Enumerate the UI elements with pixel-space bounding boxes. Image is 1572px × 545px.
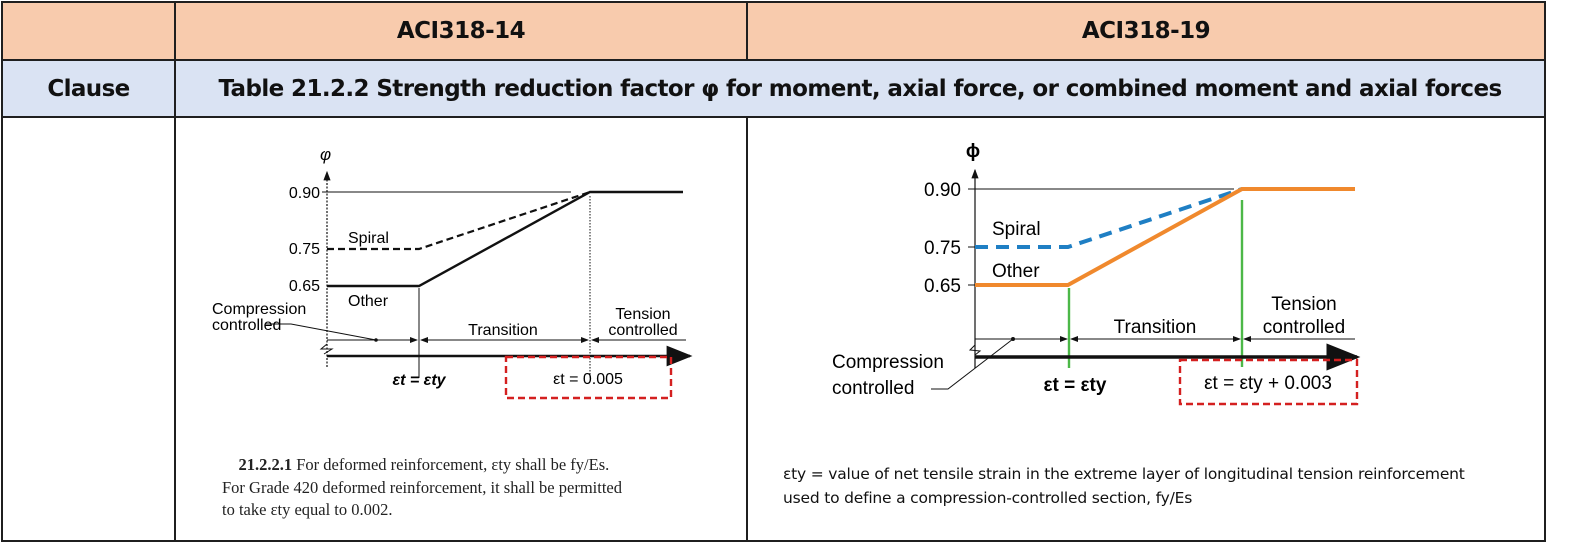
series-label-other: Other [992, 261, 1040, 282]
header-row: ACI318-14 ACI318-19 [1, 1, 1546, 61]
y-tick-075: 0.75 [924, 238, 961, 259]
header-aci318-14: ACI318-14 [174, 1, 748, 61]
zone-compression-line2: controlled [212, 317, 281, 334]
clause-label: Clause [47, 75, 130, 102]
comparison-table: ACI318-14 ACI318-19 Clause Table 21.2.2 … [1, 1, 1546, 542]
y-tick-090: 0.90 [924, 180, 961, 201]
series-label-spiral: Spiral [348, 230, 389, 247]
aci318-14-note: 21.2.2.1 For deformed reinforcement, εty… [222, 455, 622, 519]
zone-transition: Transition [468, 322, 538, 339]
content-row: φ 0.90 0.75 0.65 Spiral Other [1, 116, 1546, 542]
highlight-box-005 [504, 355, 673, 400]
column-title-aci318-14: ACI318-14 [396, 18, 526, 44]
zone-compression-line1: Compression [832, 352, 944, 373]
aci318-14-phi-diagram: φ 0.90 0.75 0.65 Spiral Other [212, 145, 693, 400]
column-title-aci318-19: ACI318-19 [1081, 18, 1211, 44]
clause-title-cell: Table 21.2.2 Strength reduction factor φ… [174, 59, 1546, 118]
aci318-14-content-cell: φ 0.90 0.75 0.65 Spiral Other [174, 116, 748, 542]
zone-tension-line1: Tension [615, 306, 670, 323]
aci318-19-content-cell: ϕ 0.90 0.75 0.65 Spiral Other [746, 116, 1546, 542]
aci318-19-note: εty = value of net tensile strain in the… [783, 465, 1465, 507]
x-marker-epsilon-ty: εt = εty [1044, 375, 1107, 396]
clause-label-cell: Clause [1, 59, 176, 118]
y-tick-075: 0.75 [289, 241, 320, 258]
x-marker-ety-plus-0003: εt = εty + 0.003 [1204, 373, 1332, 394]
highlight-box-ety-plus-0003 [1178, 358, 1359, 406]
zone-compression-line2: controlled [832, 378, 914, 399]
y-tick-090: 0.90 [289, 185, 320, 202]
series-label-spiral: Spiral [992, 219, 1041, 240]
aci318-19-phi-diagram: ϕ 0.90 0.75 0.65 Spiral Other [832, 141, 1361, 406]
x-marker-0005: εt = 0.005 [553, 371, 623, 388]
y-tick-065: 0.65 [289, 278, 320, 295]
zone-tension-line1: Tension [1271, 294, 1337, 315]
header-empty-cell [1, 1, 176, 61]
clause-title: Table 21.2.2 Strength reduction factor φ… [218, 75, 1502, 102]
x-marker-epsilon-ty: εt = εty [392, 372, 446, 389]
y-tick-065: 0.65 [924, 276, 961, 297]
y-axis-label: φ [320, 145, 331, 164]
zone-tension-line2: controlled [608, 322, 677, 339]
header-aci318-19: ACI318-19 [746, 1, 1546, 61]
zone-transition: Transition [1114, 317, 1197, 338]
clause-row: Clause Table 21.2.2 Strength reduction f… [1, 59, 1546, 118]
y-axis-label: ϕ [966, 141, 980, 162]
content-empty-cell [1, 116, 176, 542]
note-clause-number: 21.2.2.1 [238, 455, 293, 474]
series-label-other: Other [348, 293, 389, 310]
zone-compression-line1: Compression [212, 301, 306, 318]
zone-tension-line2: controlled [1263, 317, 1345, 338]
